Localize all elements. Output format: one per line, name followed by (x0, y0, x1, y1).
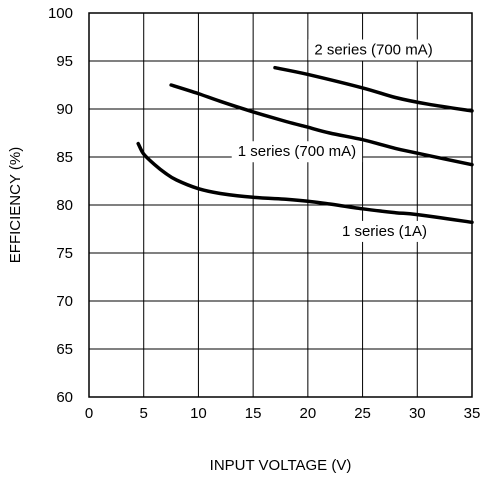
y-tick-label: 90 (56, 101, 73, 118)
y-tick-label: 80 (56, 197, 73, 214)
y-tick-labels: 60 65 70 75 80 85 90 95 100 (48, 5, 73, 406)
series-label-2: 1 series (1A) (335, 220, 433, 242)
y-tick-label: 85 (56, 149, 73, 166)
series-line-2 (136, 141, 474, 225)
series-label-bg (335, 220, 433, 242)
plot-frame (88, 12, 473, 398)
x-tick-label: 25 (354, 405, 371, 422)
series-label-1: 1 series (700 mA) (231, 141, 363, 163)
series-label-bg (231, 141, 363, 163)
x-axis-title: INPUT VOLTAGE (V) (210, 457, 352, 474)
y-tick-label: 65 (56, 341, 73, 358)
y-tick-label: 95 (56, 53, 73, 70)
series-label-text: 2 series (700 mA) (314, 41, 432, 58)
y-tick-label: 100 (48, 5, 73, 22)
y-tick-label: 60 (56, 389, 73, 406)
y-tick-label: 70 (56, 293, 73, 310)
grid (89, 13, 472, 397)
series-line-1 (169, 83, 474, 167)
x-tick-label: 15 (245, 405, 262, 422)
series-label-0: 2 series (700 mA) (308, 39, 439, 61)
series-line-0 (273, 65, 474, 113)
series-label-bg (308, 39, 439, 61)
x-tick-label: 5 (140, 405, 148, 422)
curves (136, 65, 474, 225)
series-label-text: 1 series (1A) (342, 223, 427, 240)
series-labels: 2 series (700 mA) 1 series (700 mA) 1 seri… (231, 39, 439, 242)
y-axis-title: EFFICIENCY (%) (7, 147, 24, 263)
x-tick-label: 10 (190, 405, 207, 422)
x-tick-label: 30 (409, 405, 426, 422)
series-label-text: 1 series (700 mA) (238, 143, 356, 160)
x-tick-label: 35 (464, 405, 481, 422)
x-tick-label: 0 (85, 405, 93, 422)
x-tick-labels: 0 5 10 15 20 25 30 35 (85, 405, 481, 422)
y-tick-label: 75 (56, 245, 73, 262)
x-tick-label: 20 (300, 405, 317, 422)
